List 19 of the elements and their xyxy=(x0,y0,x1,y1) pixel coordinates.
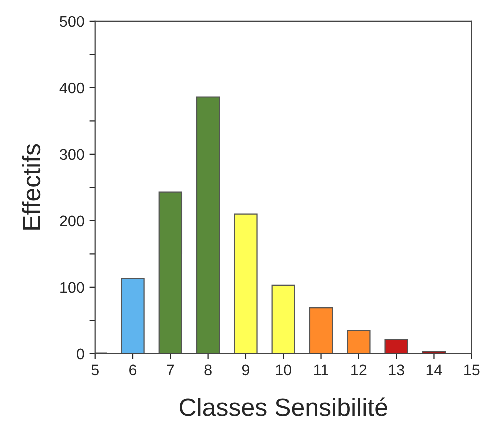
x-tick-label: 10 xyxy=(276,364,292,376)
x-tick-label: 7 xyxy=(167,364,174,376)
y-tick-label: 400 xyxy=(60,82,84,94)
x-tick-label: 8 xyxy=(204,364,212,376)
x-tick-label: 13 xyxy=(389,364,404,376)
y-tick-label: 100 xyxy=(60,282,84,294)
x-tick-label: 6 xyxy=(130,364,137,376)
y-axis-title: Effectifs xyxy=(22,144,41,230)
x-tick-label: 5 xyxy=(92,364,99,376)
x-tick-label: 11 xyxy=(314,364,328,376)
y-tick-label: 300 xyxy=(60,149,84,160)
x-tick-label: 9 xyxy=(242,364,250,376)
x-axis-title: Classes Sensibilité xyxy=(180,398,388,416)
x-tick-label: 14 xyxy=(426,364,442,376)
y-tick-label: 500 xyxy=(60,16,84,28)
x-tick-label: 12 xyxy=(352,364,367,376)
x-tick-label: 15 xyxy=(464,364,480,376)
y-tick-label: 0 xyxy=(77,348,84,360)
y-tick-label: 200 xyxy=(60,216,84,227)
